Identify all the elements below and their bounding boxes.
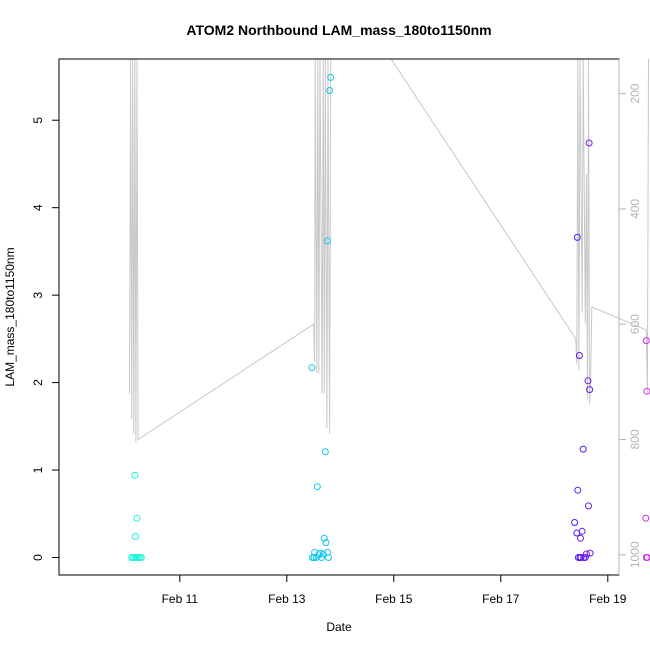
- data-point-30: [573, 233, 581, 241]
- data-point-37: [578, 527, 586, 535]
- data-point-24: [325, 554, 332, 561]
- right-tick-label: 200: [628, 83, 642, 103]
- data-point-19: [319, 550, 327, 558]
- x-tick-label: Feb 13: [268, 592, 306, 606]
- data-point-21: [322, 539, 330, 547]
- y-tick-label: 2: [31, 379, 45, 386]
- data-point-23: [324, 548, 331, 556]
- x-tick-label: Feb 15: [375, 592, 413, 606]
- data-point-35: [575, 352, 583, 359]
- data-point-27: [327, 73, 335, 81]
- data-point-47: [642, 337, 650, 345]
- x-tick-label: Feb 17: [482, 592, 520, 606]
- x-tick-label: Feb 11: [162, 592, 199, 606]
- right-tick-label: 1000: [628, 541, 642, 568]
- data-point-6: [137, 554, 145, 561]
- data-point-31: [574, 486, 582, 494]
- x-tick-label: Feb 19: [589, 592, 627, 606]
- altitude-line: [129, 58, 649, 443]
- right-tick-label: 400: [628, 199, 642, 219]
- data-point-46: [586, 549, 594, 557]
- points-group: [128, 73, 650, 561]
- y-tick-label: 3: [31, 291, 45, 298]
- data-point-28: [571, 519, 579, 526]
- data-point-49: [642, 514, 650, 522]
- y-axis-label: LAM_mass_180to1150nm: [3, 247, 17, 386]
- data-point-18: [318, 554, 326, 561]
- data-point-38: [579, 445, 587, 453]
- data-point-9: [131, 533, 139, 540]
- y-axis-left: 0 1 2 3 4 5: [31, 117, 59, 561]
- x-axis-label: Date: [326, 620, 352, 634]
- data-point-10: [308, 364, 316, 372]
- y-tick-label: 5: [31, 117, 45, 124]
- altitude-line-group: [129, 58, 649, 443]
- data-point-16: [313, 483, 321, 491]
- data-point-44: [585, 139, 593, 147]
- data-point-20: [320, 534, 328, 542]
- data-point-22: [321, 448, 329, 456]
- data-point-51: [643, 554, 650, 561]
- plot-frame: [58, 58, 620, 576]
- data-point-43: [585, 502, 592, 510]
- data-point-45: [586, 386, 594, 394]
- data-point-25: [324, 237, 331, 245]
- right-tick-label: 600: [628, 314, 642, 334]
- y-tick-label: 4: [31, 204, 45, 211]
- y-axis-right: 200 400 600 800 1000: [618, 59, 642, 575]
- right-tick-label: 800: [628, 429, 642, 449]
- data-point-41: [582, 550, 590, 558]
- data-point-8: [133, 514, 141, 522]
- data-point-40: [581, 554, 589, 561]
- data-point-7: [131, 471, 139, 479]
- data-point-26: [326, 87, 334, 94]
- data-point-17: [316, 549, 324, 557]
- data-point-42: [584, 377, 592, 385]
- chart-title: ATOM2 Northbound LAM_mass_180to1150nm: [186, 22, 491, 38]
- y-tick-label: 0: [31, 554, 45, 561]
- data-point-36: [577, 534, 584, 542]
- data-point-34: [577, 554, 585, 561]
- y-tick-label: 1: [31, 466, 45, 473]
- x-axis: Feb 11 Feb 13 Feb 15 Feb 17 Feb 19: [162, 575, 627, 606]
